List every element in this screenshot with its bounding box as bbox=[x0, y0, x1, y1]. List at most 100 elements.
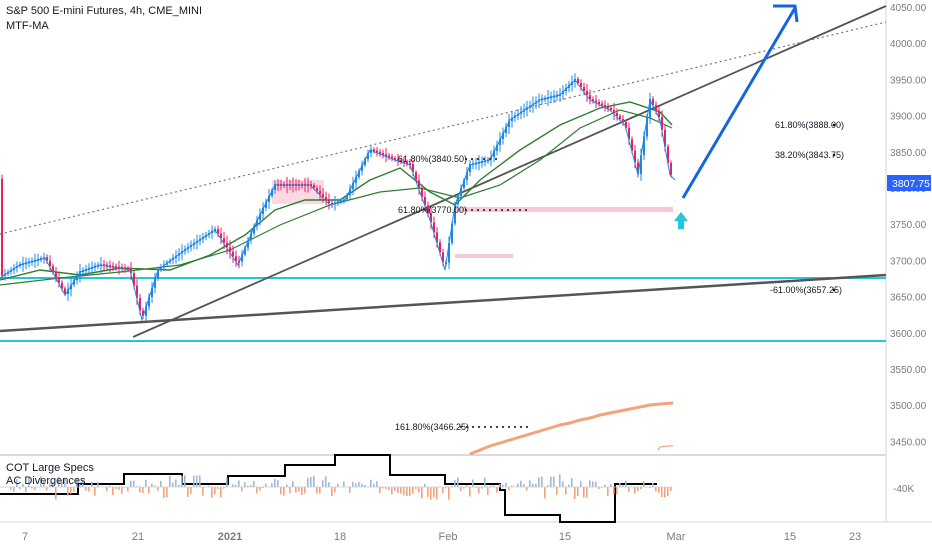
projection-arrow bbox=[681, 7, 797, 199]
candle-body bbox=[463, 180, 465, 188]
ac-bar bbox=[256, 487, 258, 494]
ac-bar bbox=[415, 487, 417, 489]
candle-body bbox=[49, 260, 51, 267]
candle-body bbox=[412, 164, 414, 173]
ac-bar bbox=[520, 480, 522, 487]
ac-bar bbox=[430, 487, 432, 500]
ac-bar bbox=[274, 478, 276, 487]
candle-body bbox=[433, 222, 435, 233]
ac-bar bbox=[448, 487, 450, 500]
ac-bar bbox=[409, 487, 411, 496]
fib-label-left-low: 161.80%(3466.25) bbox=[395, 422, 469, 432]
ac-bar bbox=[373, 483, 375, 487]
indicator-name: MTF-MA bbox=[6, 20, 49, 32]
candle-body bbox=[373, 149, 375, 152]
ac-bar bbox=[199, 475, 201, 487]
ac-bar bbox=[115, 487, 117, 489]
candle-body bbox=[589, 95, 591, 99]
projection-arrowhead bbox=[773, 4, 799, 23]
ac-bar bbox=[280, 487, 282, 495]
ac-bar bbox=[79, 483, 81, 487]
ac-bar bbox=[46, 487, 48, 491]
ac-bar bbox=[106, 487, 108, 492]
candle-body bbox=[319, 191, 321, 194]
ac-bar bbox=[613, 487, 615, 495]
ac-bar bbox=[541, 476, 543, 487]
ac-bar bbox=[163, 487, 165, 499]
candle-body bbox=[580, 83, 582, 87]
ac-bar bbox=[73, 487, 75, 492]
ac-bar bbox=[76, 478, 78, 487]
candle-body bbox=[148, 297, 150, 307]
ac-bar bbox=[616, 487, 618, 495]
candle-body bbox=[439, 242, 441, 253]
ac-bar bbox=[445, 487, 447, 489]
ac-bar bbox=[544, 487, 546, 499]
ac-bar bbox=[196, 475, 198, 487]
ac-bar bbox=[148, 487, 150, 494]
time-tick-label: 18 bbox=[334, 531, 346, 543]
candle-body bbox=[268, 196, 270, 202]
ac-bar bbox=[637, 487, 639, 492]
ac-bar bbox=[232, 484, 234, 487]
candle-body bbox=[76, 275, 78, 281]
ac-bar bbox=[358, 481, 360, 487]
ac-bar bbox=[604, 484, 606, 487]
ac-bar bbox=[133, 480, 135, 487]
ac-bar bbox=[625, 480, 627, 487]
ac-bar bbox=[118, 487, 120, 490]
candle-body bbox=[229, 247, 231, 252]
candle-body bbox=[274, 184, 276, 190]
ac-bar bbox=[349, 487, 351, 493]
ac-bar bbox=[319, 487, 321, 494]
ac-bar bbox=[364, 484, 366, 487]
ac-bar bbox=[19, 487, 21, 490]
ac-bar bbox=[31, 487, 33, 489]
time-tick-label: 23 bbox=[849, 531, 861, 543]
ac-bar bbox=[487, 487, 489, 495]
ac-bar bbox=[151, 483, 153, 487]
time-tick-label: 15 bbox=[784, 531, 796, 543]
ac-bar bbox=[379, 487, 381, 494]
ac-bar bbox=[556, 487, 558, 495]
price-axis: 4050.004000.003950.003900.003850.003800.… bbox=[890, 3, 927, 448]
candle-body bbox=[253, 226, 255, 234]
candle-body bbox=[217, 229, 219, 234]
ac-bar bbox=[634, 487, 636, 494]
candle-body bbox=[661, 117, 663, 130]
candle-body bbox=[61, 282, 63, 289]
ac-bar bbox=[418, 487, 420, 493]
candle-body bbox=[454, 204, 456, 224]
price-tick-label: 4000.00 bbox=[890, 39, 927, 50]
ac-bar bbox=[334, 487, 336, 493]
ac-bar bbox=[640, 487, 642, 490]
time-tick-label: 21 bbox=[132, 531, 144, 543]
candle-body bbox=[130, 268, 132, 274]
ac-bar bbox=[286, 484, 288, 487]
ac-bar bbox=[259, 487, 261, 491]
ac-bar bbox=[337, 483, 339, 487]
ac-bar bbox=[529, 480, 531, 487]
fib-label-right-low: -61.00%(3657.25) bbox=[770, 285, 842, 295]
ac-bar bbox=[172, 482, 174, 487]
candle-body bbox=[322, 194, 324, 197]
ac-bar bbox=[670, 487, 672, 492]
price-tick-label: 3950.00 bbox=[890, 75, 927, 86]
ac-bar bbox=[496, 487, 498, 493]
ac-bar bbox=[193, 475, 195, 487]
candle-body bbox=[361, 165, 363, 171]
cot-orange-line bbox=[469, 401, 674, 456]
ac-bar bbox=[94, 487, 96, 496]
price-tick-label: 3600.00 bbox=[890, 329, 927, 340]
ac-bar bbox=[391, 487, 393, 495]
candle-body bbox=[652, 99, 654, 105]
candle-body bbox=[271, 190, 273, 196]
fib-dot-rt bbox=[832, 123, 836, 127]
ac-bar bbox=[247, 485, 249, 487]
candle-body bbox=[370, 149, 372, 153]
ac-bar bbox=[325, 476, 327, 487]
ac-bar bbox=[598, 487, 600, 490]
ac-bar bbox=[454, 480, 456, 487]
cyan-up-arrow bbox=[674, 212, 688, 229]
